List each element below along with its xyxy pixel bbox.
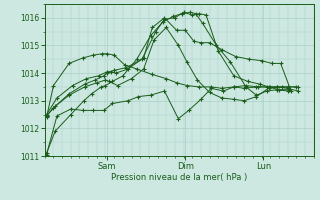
X-axis label: Pression niveau de la mer( hPa ): Pression niveau de la mer( hPa ) <box>111 173 247 182</box>
